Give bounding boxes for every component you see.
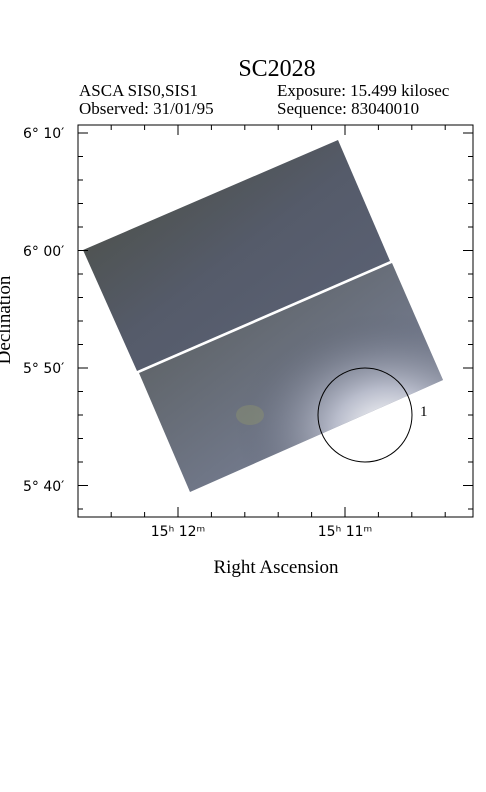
exposure: Exposure: 15.499 kilosec <box>277 81 450 100</box>
instrument: ASCA SIS0,SIS1 <box>79 81 198 100</box>
title: SC2028 <box>238 56 315 82</box>
sky-image <box>83 140 443 492</box>
y-tick-label: 6° 00′ <box>23 244 64 260</box>
source-label: 1 <box>420 404 428 420</box>
observed: Observed: 31/01/95 <box>79 99 214 118</box>
source-circle <box>317 367 413 463</box>
x-tick-label: 15ʰ 12ᵐ <box>151 524 205 540</box>
ticks <box>78 125 473 517</box>
image-upper <box>83 140 390 371</box>
x-tick-label: 15ʰ 11ᵐ <box>318 524 372 540</box>
y-tick-label: 5° 50′ <box>23 361 64 377</box>
y-tick-label: 6° 10′ <box>23 126 64 142</box>
x-axis-label: Right Ascension <box>213 557 339 578</box>
blob <box>236 405 264 425</box>
y-tick-label: 5° 40′ <box>23 479 64 495</box>
y-axis-label: Declination <box>0 275 15 364</box>
sequence: Sequence: 83040010 <box>277 99 419 118</box>
image-glow <box>139 263 443 492</box>
